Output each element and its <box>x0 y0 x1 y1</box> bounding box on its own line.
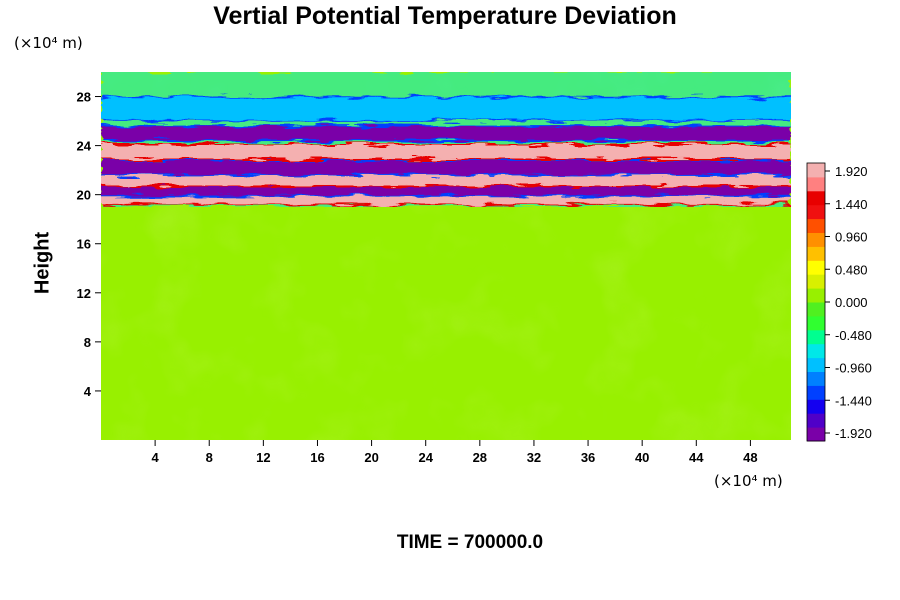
y-tick-label-2: 12 <box>77 286 91 301</box>
x-axis-unit: (×10⁴ m) <box>714 472 783 490</box>
x-tick-label-1: 8 <box>206 450 213 465</box>
colorbar-swatch-11 <box>807 274 825 289</box>
y-tick-label-1: 8 <box>84 335 91 350</box>
heatmap-field <box>101 72 791 440</box>
x-tick-label-8: 36 <box>581 450 595 465</box>
x-tick-label-3: 16 <box>310 450 324 465</box>
colorbar-swatch-14 <box>807 232 825 247</box>
colorbar-label-0: 1.920 <box>835 164 868 179</box>
colorbar-swatch-5 <box>807 357 825 372</box>
colorbar-swatch-6 <box>807 343 825 359</box>
colorbar-label-6: -0.960 <box>835 361 872 376</box>
colorbar-swatch-16 <box>807 204 825 220</box>
colorbar-label-3: 0.480 <box>835 262 868 277</box>
colorbar-label-7: -1.440 <box>835 393 872 408</box>
colorbar-swatch-4 <box>807 371 825 386</box>
chart-title: Vertial Potential Temperature Deviation <box>213 2 677 30</box>
colorbar-swatch-0 <box>807 427 825 442</box>
colorbar-label-4: 0.000 <box>835 295 868 310</box>
x-tick-label-7: 32 <box>527 450 541 465</box>
y-tick-label-3: 16 <box>77 237 91 252</box>
colorbar-swatch-7 <box>807 329 825 345</box>
colorbar-swatch-10 <box>807 288 825 303</box>
x-tick-label-0: 4 <box>152 450 160 465</box>
x-tick-label-5: 24 <box>418 450 433 465</box>
x-tick-label-11: 48 <box>743 450 757 465</box>
band-6 <box>101 97 791 120</box>
colorbar-swatch-9 <box>807 302 825 317</box>
colorbar-swatch-2 <box>807 399 825 414</box>
colorbar-swatch-15 <box>807 218 825 233</box>
band-3 <box>101 160 791 175</box>
colorbar-swatch-19 <box>807 163 825 178</box>
colorbar-swatch-18 <box>807 176 825 192</box>
colorbar-label-5: -0.480 <box>835 328 872 343</box>
x-tick-label-4: 20 <box>364 450 378 465</box>
colorbar-label-8: -1.920 <box>835 426 872 441</box>
colorbar-swatch-3 <box>807 385 825 400</box>
y-tick-label-6: 28 <box>77 90 91 105</box>
x-tick-label-10: 44 <box>689 450 704 465</box>
x-tick-label-9: 40 <box>635 450 649 465</box>
x-tick-label-2: 12 <box>256 450 270 465</box>
colorbar-label-1: 1.440 <box>835 197 868 212</box>
disturbance-band <box>101 72 791 207</box>
colorbar-label-2: 0.960 <box>835 230 868 245</box>
y-tick-label-4: 20 <box>77 188 91 203</box>
colorbar-swatch-17 <box>807 190 825 206</box>
x-tick-label-6: 28 <box>473 450 487 465</box>
colorbar: 1.920 1.440 0.960 0.480 0.000 -0.480 -0.960 -1.… <box>806 162 872 442</box>
band-5 <box>101 126 791 141</box>
colorbar-swatch-12 <box>807 260 825 275</box>
colorbar-swatch-1 <box>807 413 825 428</box>
colorbar-swatch-8 <box>807 315 825 331</box>
colorbar-swatch-13 <box>807 246 825 261</box>
y-axis-unit: (×10⁴ m) <box>14 34 83 52</box>
time-label: TIME = 700000.0 <box>396 532 544 553</box>
y-tick-label-5: 24 <box>77 139 92 154</box>
y-tick-label-0: 4 <box>84 384 92 399</box>
band-4 <box>101 144 791 159</box>
